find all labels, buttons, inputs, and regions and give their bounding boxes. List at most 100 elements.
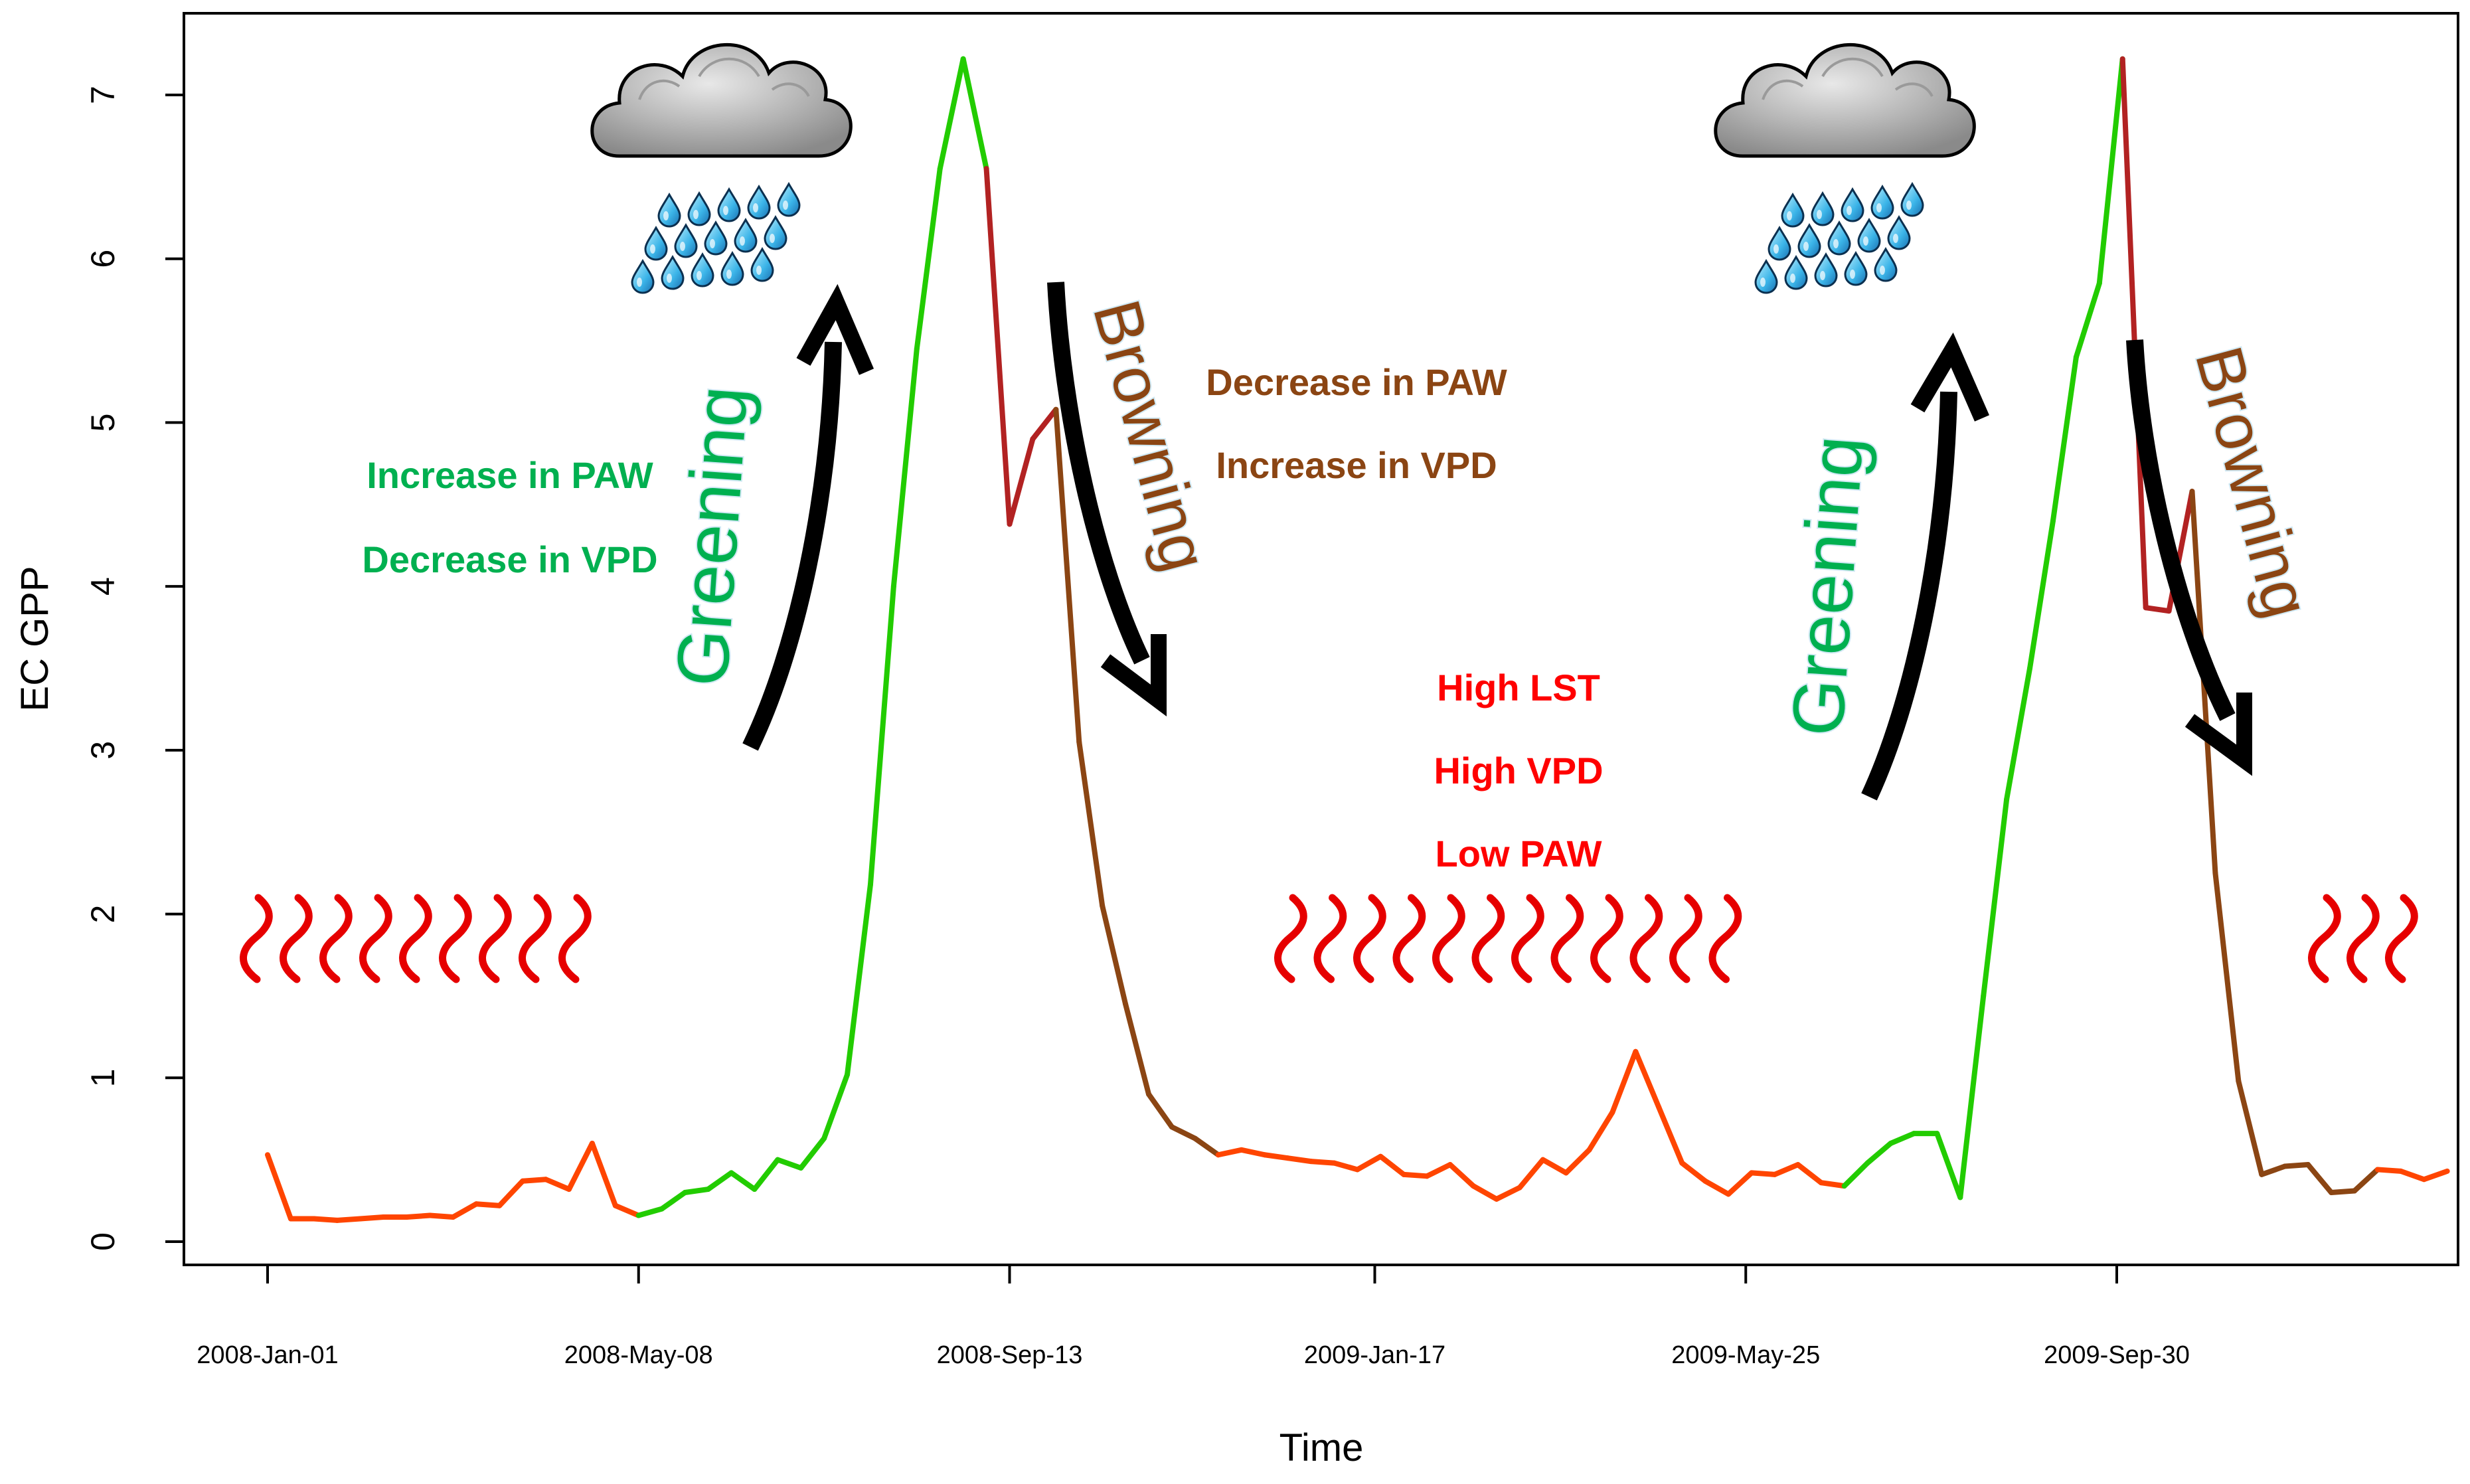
gpp-line-segment — [1169, 1124, 1198, 1141]
gpp-line-segment — [1702, 1178, 1732, 1197]
gpp-line-segment — [682, 1187, 711, 1195]
gpp-line-segment — [1308, 1159, 1337, 1166]
gpp-line-segment — [914, 166, 943, 352]
brown-note-paw: Decrease in PAW — [1206, 361, 1507, 403]
greening-label-1: Greening — [661, 383, 763, 689]
gpp-line-segment — [798, 1135, 827, 1171]
gpp-line-segment — [635, 1206, 665, 1218]
gpp-line-segment — [2259, 1163, 2288, 1177]
gpp-line-segment — [937, 56, 966, 172]
gpp-line-segment — [1981, 796, 2010, 999]
greening-label-2: Greening — [1776, 433, 1878, 738]
heat-wave-icon — [1590, 894, 1623, 983]
gpp-line-segment — [450, 1201, 479, 1220]
gpp-line-segment — [1007, 436, 1036, 527]
gpp-line-segment — [2329, 1188, 2357, 1195]
gpp-line-segment — [1401, 1171, 1430, 1179]
gpp-line-segment — [1748, 1170, 1777, 1177]
y-tick-label: 4 — [84, 577, 122, 596]
gpp-line-segment — [867, 584, 896, 888]
y-tick-label: 3 — [84, 741, 122, 760]
gpp-line-segment — [2236, 1078, 2265, 1177]
y-tick-label: 2 — [84, 905, 122, 924]
y-tick-label: 7 — [84, 86, 122, 104]
gpp-line-segment — [775, 1157, 804, 1171]
gpp-line-segment — [821, 1072, 851, 1141]
gpp-line-segment — [983, 166, 1013, 527]
gpp-line-segment — [1053, 406, 1082, 745]
gpp-line-segment — [2050, 354, 2079, 524]
heat-wave-icon — [359, 894, 392, 983]
gpp-line-segment — [960, 56, 989, 172]
y-tick-label: 6 — [84, 250, 122, 268]
gpp-line-segment — [427, 1212, 456, 1220]
x-tick-label: 2008-Sep-13 — [937, 1341, 1083, 1369]
gpp-line-segment — [728, 1170, 758, 1193]
heat-wave-icon — [1511, 894, 1544, 983]
heat-wave-icon — [1392, 894, 1426, 983]
green-note-vpd: Decrease in VPD — [362, 538, 657, 580]
gpp-line-segment — [1563, 1147, 1592, 1176]
gpp-line-segment — [1100, 903, 1129, 1007]
heat-wave-icon — [240, 894, 273, 983]
plot-frame — [183, 12, 2459, 1266]
gpp-series — [265, 56, 2450, 1223]
x-tick-label: 2009-Jan-17 — [1304, 1341, 1445, 1369]
gpp-line-segment — [265, 1152, 293, 1222]
heat-wave-icon — [519, 894, 552, 983]
heat-wave-icon — [1669, 894, 1702, 983]
gpp-line-segment — [2421, 1168, 2450, 1183]
gpp-line-segment — [1470, 1183, 1499, 1202]
x-tick-label: 2008-Jan-01 — [197, 1341, 338, 1369]
y-tick-label: 0 — [84, 1232, 122, 1251]
gpp-line-segment — [2119, 56, 2149, 611]
gpp-line-segment — [1262, 1152, 1291, 1161]
gpp-line-segment — [566, 1140, 595, 1193]
heat-wave-icon — [1550, 894, 1584, 983]
gpp-line-segment — [1331, 1160, 1360, 1173]
heat-wave-icon — [439, 894, 472, 983]
gpp-line-segment — [2004, 665, 2033, 802]
heat-wave-icon — [399, 894, 432, 983]
gpp-line-segment — [1076, 739, 1106, 909]
heat-wave-icon — [1708, 894, 1742, 983]
gpp-line-segment — [1864, 1140, 1894, 1166]
y-axis-title: EC GPP — [13, 566, 56, 711]
gpp-line-segment — [2305, 1162, 2335, 1195]
gpp-line-segment — [404, 1212, 433, 1220]
x-axis-title: Time — [1279, 1426, 1364, 1469]
gpp-line-segment — [520, 1177, 549, 1184]
gpp-line-segment — [1771, 1162, 1801, 1177]
heat-wave-icon — [1353, 894, 1386, 983]
greening-arrow-1 — [742, 284, 874, 751]
gpp-line-segment — [1517, 1157, 1546, 1191]
green-note-paw: Increase in PAW — [367, 454, 653, 496]
x-tick-label: 2009-May-25 — [1671, 1341, 1820, 1369]
browning-arrow-1 — [1047, 282, 1167, 716]
gpp-line-segment — [2282, 1162, 2311, 1169]
gpp-line-segment — [311, 1216, 340, 1223]
gpp-line-segment — [1424, 1162, 1453, 1179]
gpp-line-segment — [1493, 1185, 1523, 1202]
gpp-line-segment — [2212, 870, 2242, 1084]
gpp-line-segment — [2027, 518, 2056, 671]
browning-arrow-2 — [2126, 339, 2252, 776]
heat-wave-icons — [240, 894, 2418, 983]
x-tick-label: 2008-May-08 — [564, 1341, 713, 1369]
gpp-line-segment — [1934, 1131, 1963, 1200]
y-tick-label: 5 — [84, 414, 122, 432]
gpp-line-segment — [1192, 1135, 1221, 1158]
gpp-line-segment — [1957, 993, 1987, 1200]
heat-wave-icon — [2385, 894, 2418, 983]
gpp-line-segment — [1633, 1048, 1662, 1110]
gpp-line-segment — [1030, 406, 1059, 442]
gpp-line-segment — [705, 1170, 734, 1193]
heat-wave-icon — [558, 894, 592, 983]
heat-wave-icon — [1471, 894, 1505, 983]
gpp-line-segment — [2073, 280, 2102, 360]
heat-wave-icon — [1313, 894, 1347, 983]
gpp-line-segment — [612, 1202, 641, 1218]
red-note-vpd: High VPD — [1434, 750, 1603, 791]
gpp-line-segment — [473, 1201, 503, 1208]
y-tick-label: 1 — [84, 1068, 122, 1087]
